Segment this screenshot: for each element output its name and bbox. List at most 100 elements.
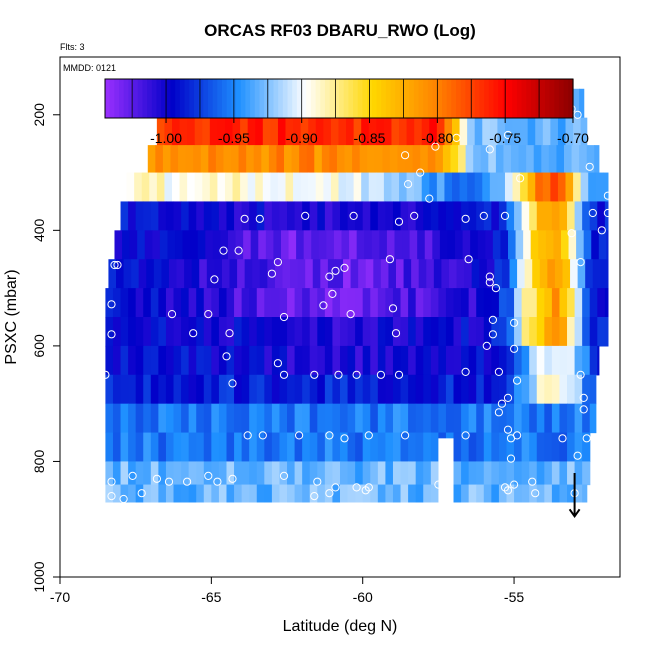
sample-point [579,393,588,402]
colorbar-swatch [568,79,574,118]
heatmap-cell [271,345,281,376]
heatmap-cell [527,117,536,146]
colorbar-swatch [385,79,392,118]
heatmap-cell [128,403,137,434]
heatmap-cell [536,484,545,503]
sample-point [585,162,594,171]
colorbar-swatch [179,79,186,118]
heatmap-cell [173,201,182,231]
heatmap-cell [582,201,591,231]
sample-point [488,315,497,324]
heatmap-cell [340,317,349,347]
heatmap-cell [544,403,553,434]
heatmap-cell [506,403,515,434]
heatmap-cell [312,259,321,289]
heatmap-cell [415,317,424,347]
heatmap-cell [564,145,573,174]
heatmap-cell [320,259,329,289]
heatmap-cell [459,172,468,203]
heatmap-cell [408,317,417,347]
heatmap-cell [362,374,371,405]
heatmap-cell [521,288,530,318]
heatmap-cell [567,345,576,376]
heatmap-cell [491,288,500,318]
heatmap-cell [423,461,432,486]
heatmap-cell [429,172,438,203]
colorbar-swatch [348,79,354,118]
heatmap-cell [400,345,409,376]
sample-point [137,489,146,498]
heatmap-cell [501,259,511,289]
sample-point [279,312,289,322]
colorbar-frame [104,78,574,119]
heatmap-cell [492,230,502,260]
heatmap-cell [476,345,485,376]
heatmap-cell [302,288,311,318]
heatmap-cell [203,484,212,503]
heatmap-cell [218,432,228,463]
heatmap-cell [226,403,235,434]
sample-point [119,494,128,504]
heatmap-cell [461,432,470,463]
heatmap-cell [340,484,349,503]
sample-point [506,454,516,463]
heatmap-cell [215,145,225,174]
heatmap-cell [570,259,579,289]
heatmap-cell [530,230,539,260]
heatmap-cell [511,145,520,174]
heatmap-cell [112,374,122,405]
heatmap-cell [264,374,273,405]
heatmap-cell [317,432,326,463]
heatmap-cell [178,145,187,174]
heatmap-cell [368,172,377,203]
heatmap-cell [188,374,197,405]
sample-point [461,431,470,440]
heatmap-cell [368,117,377,146]
colorbar-swatch [395,79,401,118]
heatmap-cell [196,317,205,347]
heatmap-cell [128,288,137,318]
heatmap-cell [455,230,464,260]
heatmap-cell [485,230,494,260]
sample-point [503,393,513,402]
heatmap-cell [290,259,299,289]
heatmap-cell [453,201,462,231]
heatmap-cell [399,172,408,203]
heatmap-cell [143,374,152,405]
heatmap-cell [112,345,122,376]
heatmap-cell [165,461,175,486]
heatmap-cell [424,230,433,260]
heatmap-cell [476,288,485,318]
heatmap-cell [536,345,545,376]
colorbar-swatch [507,79,513,118]
heatmap-cell [149,172,158,203]
heatmap-cell [112,403,122,434]
heatmap-cell [112,484,122,503]
heatmap-cell [536,403,545,434]
heatmap-cell [336,145,346,174]
heatmap-cell [396,259,405,289]
heatmap-cell [405,145,414,174]
heatmap-cell [589,374,597,405]
heatmap-cell [105,374,114,405]
colorbar-swatch [329,79,335,118]
heatmap-cell [600,259,609,289]
heatmap-cell [445,345,455,376]
heatmap-cell [408,288,417,318]
heatmap-cell [559,461,568,486]
heatmap-cell [196,403,205,434]
heatmap-cell [161,259,170,289]
heatmap-cell [287,432,296,463]
heatmap-cell [551,374,561,405]
heatmap-cell [303,230,312,260]
heatmap-cell [332,317,341,347]
colorbar-swatch [516,79,523,118]
heatmap-cell [249,345,258,376]
heatmap-cell [234,484,243,503]
heatmap-cell [374,145,383,174]
heatmap-cell [324,345,334,376]
sample-point [183,477,192,486]
heatmap-cell [529,484,538,503]
heatmap-cell [264,484,273,503]
heatmap-cell [211,461,220,486]
